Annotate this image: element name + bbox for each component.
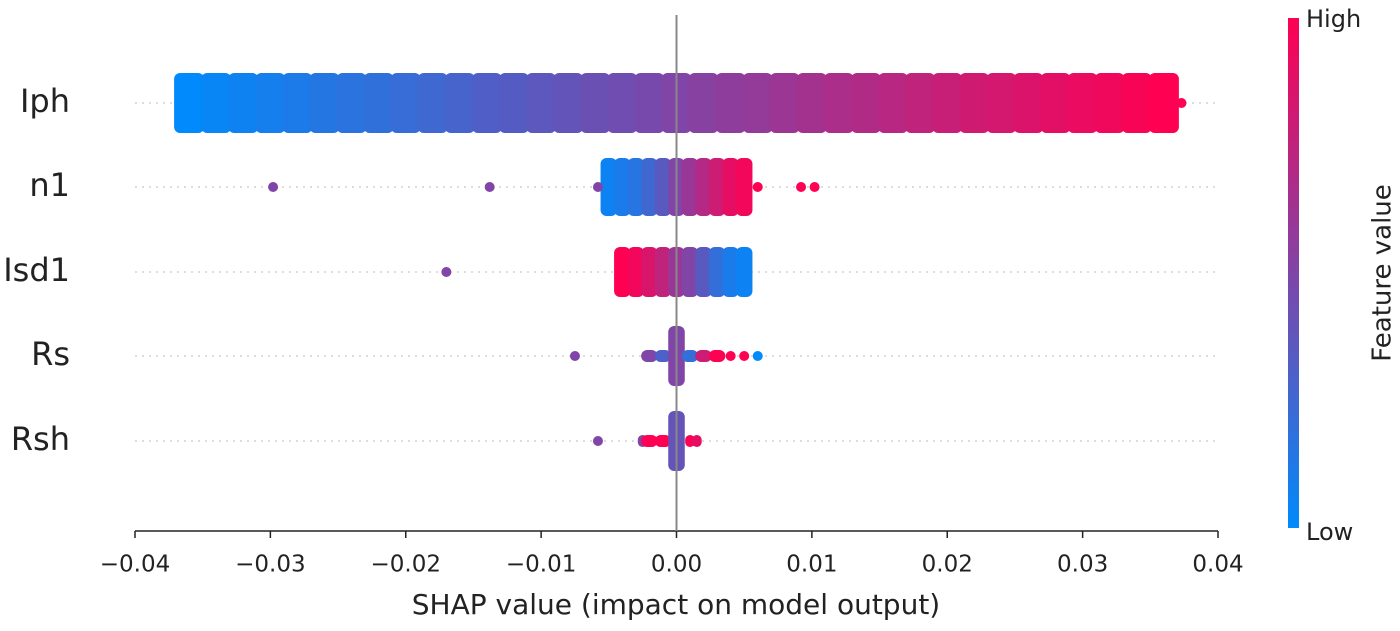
x-tick-label: 0.03 [1057, 552, 1108, 578]
swarm-body [932, 73, 963, 133]
swarm-body [1094, 73, 1125, 133]
swarm-body [654, 247, 672, 297]
swarm-body [715, 73, 746, 133]
swarm-point [752, 182, 763, 192]
swarm-body [654, 350, 672, 362]
swarm-body [878, 73, 909, 133]
swarm-body [201, 73, 232, 133]
colorbar-high: High [1306, 5, 1361, 33]
swarm-body [580, 73, 611, 133]
swarm-point [484, 182, 495, 192]
swarm-body [1121, 73, 1152, 133]
swarm-body [255, 73, 286, 133]
swarm-body [986, 73, 1017, 133]
swarm-body [681, 247, 699, 297]
swarm-body [691, 435, 702, 447]
swarm-body [722, 158, 739, 216]
swarm-body [695, 247, 712, 297]
swarm-body [722, 247, 739, 297]
swarm-body [641, 350, 658, 362]
colorbar-low: Low [1306, 518, 1353, 546]
swarm-body [654, 435, 672, 447]
swarm-body [228, 73, 259, 133]
swarm-body [823, 73, 854, 133]
swarm-point [725, 351, 736, 361]
swarm-body [708, 350, 726, 362]
swarm-body [627, 158, 645, 216]
swarm-body [634, 73, 665, 133]
x-tick-label: −0.02 [371, 552, 441, 578]
x-tick-label: −0.04 [100, 552, 170, 578]
swarm-body [553, 73, 584, 133]
colorbar [1288, 18, 1299, 528]
swarm-body [681, 350, 699, 362]
swarm-body [309, 73, 340, 133]
y-tick-label: Iph [20, 82, 70, 120]
x-tick-label: −0.03 [235, 552, 305, 578]
swarm-body [614, 158, 631, 216]
swarm-body [959, 73, 990, 133]
swarm-point [739, 351, 750, 361]
y-tick-label: Rs [31, 335, 70, 373]
x-tick-label: 0.02 [922, 552, 973, 578]
swarm-body [282, 73, 313, 133]
swarm-body [336, 73, 367, 133]
swarm-body [471, 73, 503, 133]
colorbar-label: Feature value [1368, 184, 1398, 362]
swarm-point [796, 182, 807, 192]
swarm-body [1040, 73, 1071, 133]
swarm-body [363, 73, 394, 133]
swarm-point [752, 351, 763, 361]
swarm-body [688, 73, 719, 133]
swarm-body [850, 73, 882, 133]
swarm-body [905, 73, 936, 133]
swarm-body [499, 73, 530, 133]
swarm-body [641, 247, 658, 297]
swarm-body [735, 247, 753, 297]
swarm-body [654, 158, 672, 216]
swarm-body [174, 73, 205, 133]
swarm-body [1013, 73, 1044, 133]
swarm-body [735, 158, 753, 216]
swarm-body [695, 158, 712, 216]
swarm-body [681, 158, 699, 216]
swarm-body [641, 158, 658, 216]
swarm-body [641, 435, 658, 447]
swarm-body [769, 73, 800, 133]
x-tick-label: 0.04 [1192, 552, 1243, 578]
swarm-body [695, 350, 712, 362]
x-axis-label: SHAP value (impact on model output) [412, 588, 940, 621]
swarm-point [441, 267, 452, 277]
swarm-body [607, 73, 638, 133]
swarm-body [600, 158, 618, 216]
swarm-point [1176, 98, 1187, 108]
x-tick-label: −0.01 [506, 552, 576, 578]
y-tick-label: n1 [29, 166, 70, 204]
swarm-point [268, 182, 279, 192]
swarm-body [444, 73, 475, 133]
swarm-point [592, 182, 603, 192]
swarm-point [569, 351, 580, 361]
swarm-body [417, 73, 448, 133]
swarm-body [708, 247, 726, 297]
x-tick-label: 0.01 [786, 552, 837, 578]
swarm-body [614, 247, 631, 297]
swarm-body [796, 73, 827, 133]
swarm-point [809, 182, 820, 192]
swarm-body [627, 247, 645, 297]
x-tick-label: 0.00 [651, 552, 702, 578]
swarm-body [708, 158, 726, 216]
swarm-body [742, 73, 773, 133]
y-tick-label: Isd1 [3, 251, 70, 289]
swarm-body [1067, 73, 1098, 133]
swarm-body [390, 73, 421, 133]
swarm-body [1148, 73, 1179, 133]
y-tick-label: Rsh [11, 420, 70, 458]
swarm-body [526, 73, 557, 133]
swarm-point [592, 436, 603, 446]
